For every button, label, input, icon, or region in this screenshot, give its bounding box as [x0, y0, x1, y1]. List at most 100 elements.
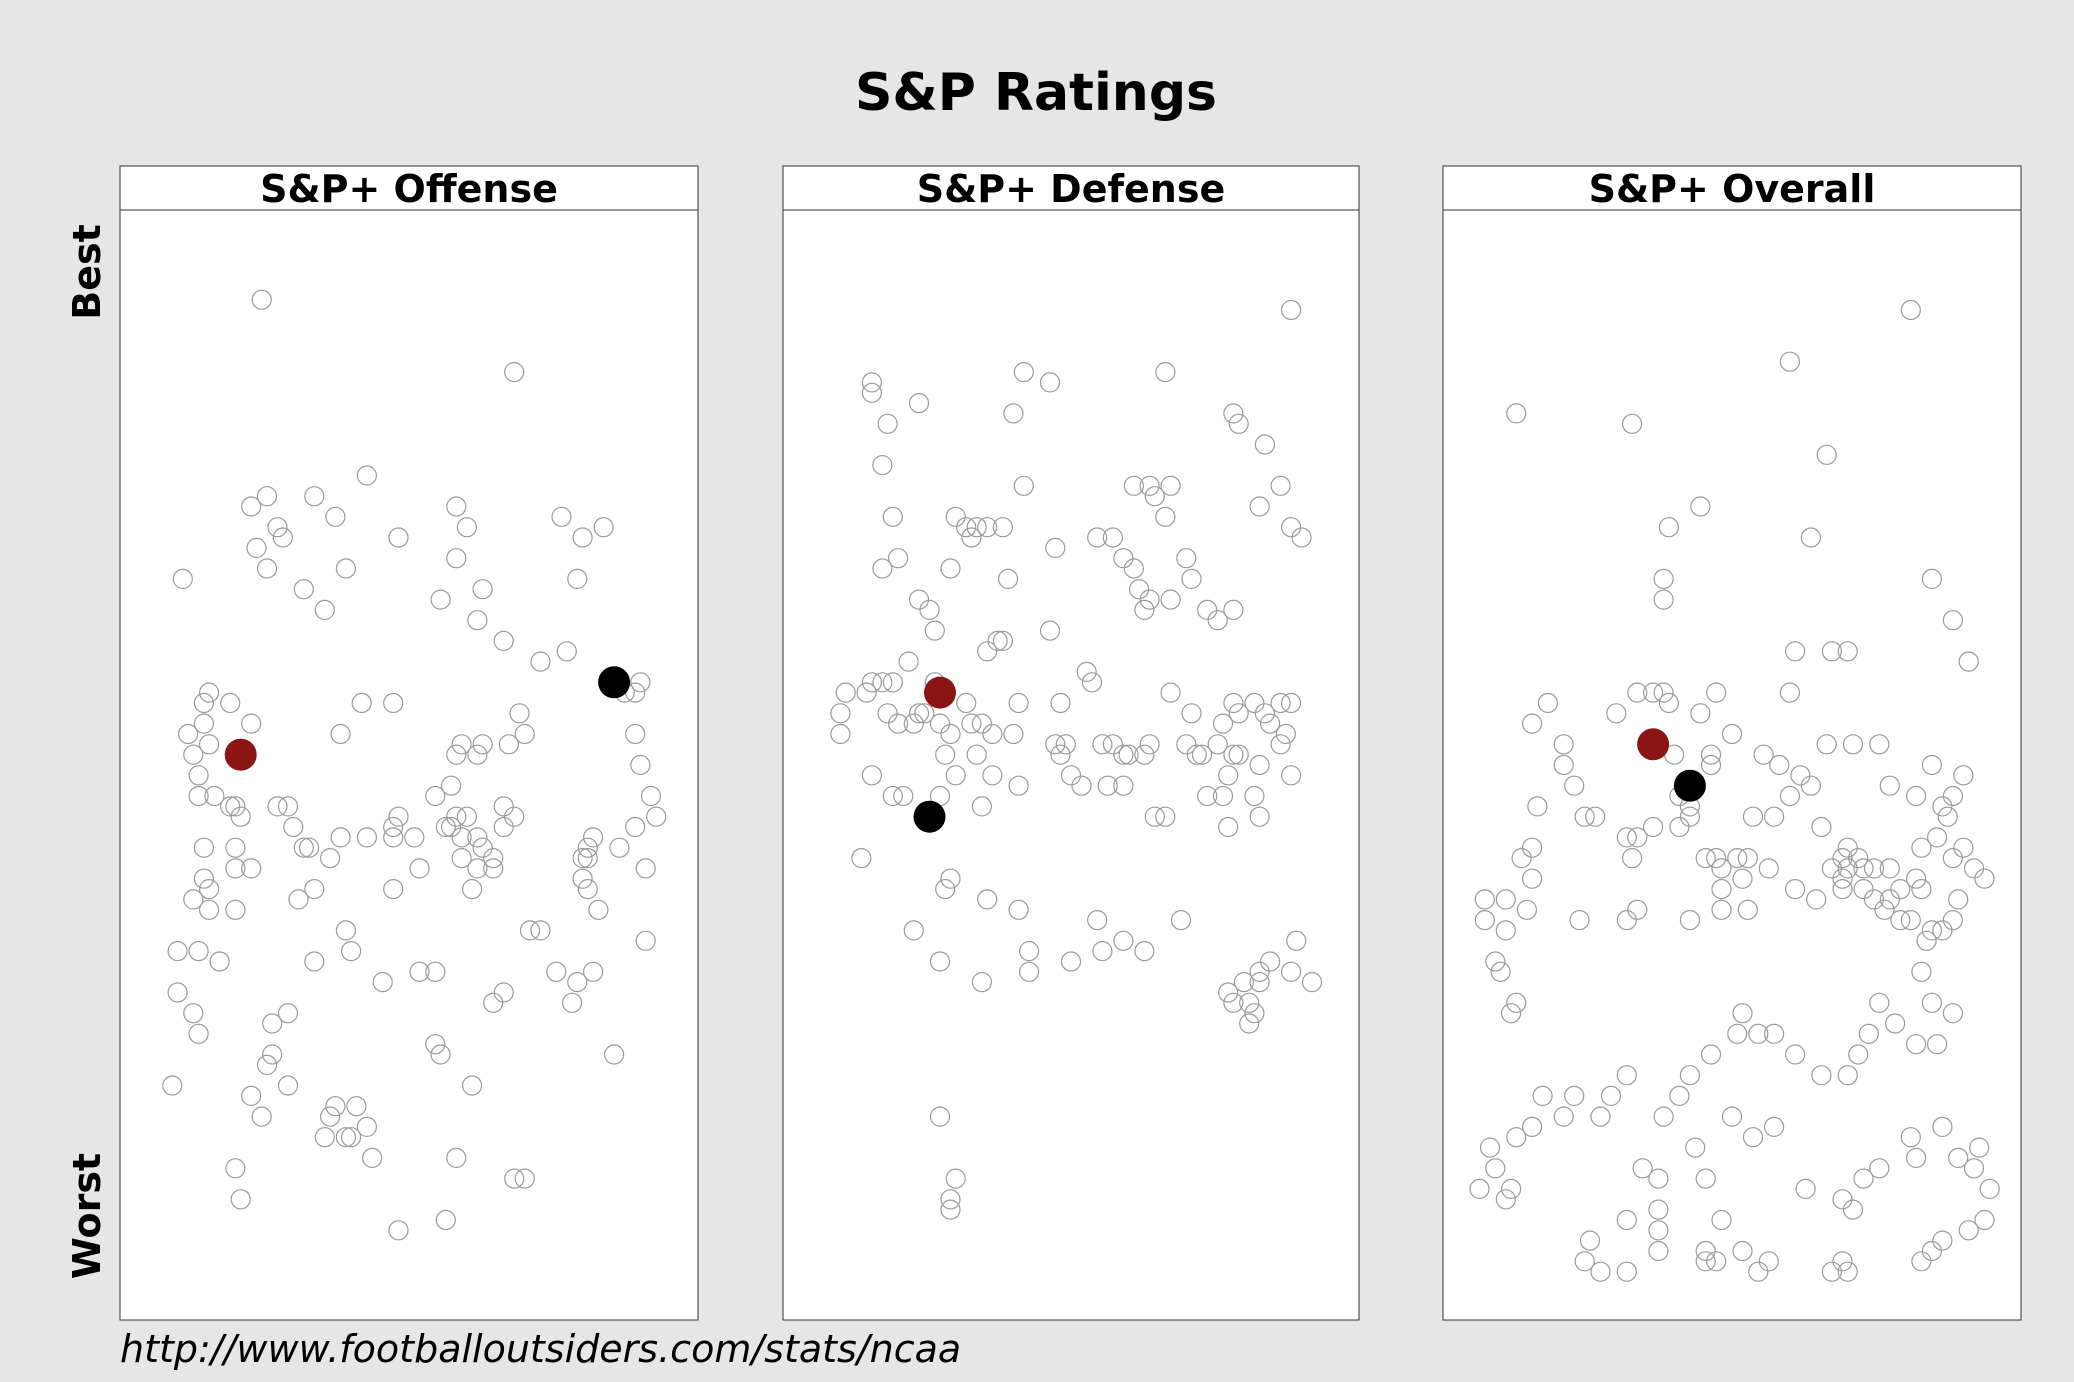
- data-point: [582, 827, 604, 848]
- data-point: [1942, 1003, 1964, 1024]
- data-point: [577, 837, 598, 858]
- data-point: [1879, 775, 1900, 796]
- data-point: [1134, 599, 1155, 621]
- data-point: [640, 785, 662, 807]
- data-point: [830, 703, 851, 724]
- data-point: [1800, 775, 1822, 796]
- data-point: [1732, 1003, 1753, 1024]
- data-point: [861, 372, 883, 393]
- panel-title: S&P+ Offense: [260, 167, 558, 211]
- data-point: [1270, 692, 1291, 714]
- data-point: [1811, 1065, 1832, 1086]
- data-point: [1590, 1261, 1611, 1282]
- data-point: [504, 362, 525, 383]
- data-point: [514, 723, 535, 745]
- data-point: [509, 703, 530, 724]
- data-point: [861, 672, 883, 693]
- data-point: [1113, 548, 1134, 569]
- data-point: [830, 723, 851, 745]
- data-point: [183, 744, 204, 765]
- data-point: [304, 878, 325, 900]
- data-point: [1690, 496, 1711, 517]
- data-point: [887, 713, 909, 734]
- data-point: [1958, 651, 1979, 672]
- data-point: [1863, 889, 1885, 910]
- data-point: [1721, 723, 1743, 745]
- data-point: [1758, 858, 1779, 879]
- data-point: [472, 579, 493, 600]
- data-point: [1045, 734, 1066, 755]
- data-point: [446, 548, 467, 569]
- data-point: [383, 816, 404, 838]
- data-point: [872, 672, 893, 693]
- data-point: [977, 641, 998, 662]
- data-point: [188, 765, 209, 786]
- data-point: [1186, 744, 1207, 765]
- data-point: [435, 816, 456, 838]
- data-point: [1003, 403, 1024, 424]
- data-point: [835, 682, 856, 703]
- data-point: [1669, 816, 1690, 838]
- data-point: [314, 1127, 335, 1148]
- data-point: [199, 734, 220, 755]
- data-point: [1564, 775, 1585, 796]
- data-point: [1254, 703, 1276, 724]
- data-point: [603, 1044, 625, 1065]
- highlight-point-red: [924, 676, 956, 709]
- data-point: [1627, 827, 1648, 848]
- data-point: [1013, 475, 1034, 496]
- data-point: [451, 847, 472, 869]
- data-point: [335, 920, 356, 941]
- data-point: [1763, 806, 1785, 827]
- data-point: [1848, 1044, 1869, 1065]
- data-point: [388, 527, 409, 548]
- y-axis-worst-label: Worst: [65, 1153, 109, 1279]
- data-point: [1616, 1209, 1637, 1231]
- data-point: [277, 1003, 299, 1024]
- data-point: [882, 506, 903, 527]
- data-point: [1795, 1178, 1816, 1200]
- data-point: [1695, 1251, 1716, 1272]
- data-point: [1170, 909, 1192, 931]
- data-point: [1963, 858, 1985, 879]
- data-point: [929, 713, 951, 734]
- data-point: [1097, 775, 1118, 796]
- data-point: [225, 1158, 246, 1179]
- data-point: [1102, 734, 1124, 755]
- data-point: [1853, 878, 1874, 900]
- data-point: [1721, 1106, 1743, 1127]
- data-point: [277, 796, 299, 817]
- data-point: [199, 878, 220, 900]
- data-point: [1737, 847, 1758, 869]
- data-point: [1181, 568, 1202, 590]
- data-point: [887, 548, 909, 569]
- data-point: [966, 744, 987, 765]
- data-point: [1485, 951, 1506, 972]
- data-point: [977, 889, 998, 910]
- data-point: [861, 765, 883, 786]
- data-point: [335, 558, 356, 579]
- data-point: [1579, 1230, 1601, 1251]
- data-point: [556, 641, 577, 662]
- data-point: [1837, 858, 1858, 879]
- data-point: [1228, 744, 1249, 765]
- data-point: [1905, 868, 1927, 889]
- data-point: [987, 630, 1008, 652]
- data-point: [225, 899, 246, 920]
- data-point: [1500, 1003, 1522, 1024]
- highlight-point-black: [598, 666, 631, 699]
- data-point: [483, 992, 504, 1013]
- data-point: [1197, 785, 1218, 807]
- data-point: [1784, 1044, 1806, 1065]
- data-point: [966, 517, 987, 538]
- panel-1: S&P+ Offense: [119, 165, 699, 1321]
- data-point: [961, 713, 982, 734]
- data-point: [1784, 878, 1806, 900]
- data-point: [1569, 909, 1590, 931]
- data-point: [630, 672, 651, 693]
- data-point: [1616, 827, 1637, 848]
- data-point: [1506, 403, 1527, 424]
- data-point: [1092, 940, 1113, 962]
- data-point: [193, 713, 214, 734]
- data-point: [1606, 703, 1627, 724]
